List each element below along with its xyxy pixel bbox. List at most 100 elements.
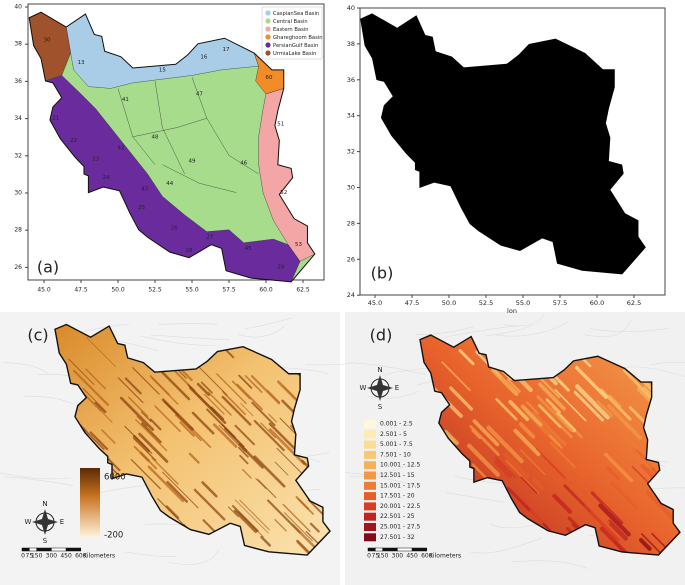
scale-segment xyxy=(65,547,82,552)
basin-number: 25 xyxy=(138,205,145,211)
x-tick-label: 55.0 xyxy=(516,299,530,307)
ridge xyxy=(238,374,253,389)
legend-entry: CaspianSea Basin xyxy=(273,11,319,17)
zone-band xyxy=(491,368,519,396)
ridge xyxy=(128,396,149,418)
ridge xyxy=(206,408,236,439)
zone-band xyxy=(608,394,622,408)
basin-number: 44 xyxy=(166,181,173,187)
zone-band xyxy=(494,456,517,479)
scale-label: 150 xyxy=(377,553,389,560)
zone-band xyxy=(506,378,521,393)
terrain-bg xyxy=(280,367,329,376)
ridge xyxy=(238,446,249,458)
legend-dot xyxy=(265,26,271,32)
ridge xyxy=(140,411,152,423)
ridge xyxy=(191,411,215,435)
ridge xyxy=(221,390,247,416)
ridge xyxy=(212,423,238,448)
compass-letter: W xyxy=(25,518,32,526)
terrain-bg xyxy=(445,492,505,503)
basin-number: 41 xyxy=(122,97,129,103)
colorbar-max: 6000 xyxy=(104,473,126,483)
y-tick-label: 40 xyxy=(14,4,22,11)
compass-star xyxy=(32,509,58,535)
x-tick-label: 62.5 xyxy=(296,287,310,294)
basin-number: 46 xyxy=(240,160,247,166)
terrain-bg xyxy=(238,325,285,338)
sub-basin-line xyxy=(191,77,259,175)
panel-label: (a) xyxy=(37,258,59,277)
terrain-bg xyxy=(485,324,532,337)
terrain-bg xyxy=(349,462,416,478)
zone-band xyxy=(503,452,530,479)
terrain-bg xyxy=(368,390,420,399)
zone-band xyxy=(441,361,471,392)
x-tick-label: 57.5 xyxy=(553,299,567,307)
ridge xyxy=(147,465,185,503)
compass-letter: E xyxy=(60,518,64,526)
basin-number: 24 xyxy=(103,175,110,181)
ridge xyxy=(138,432,169,463)
terrain-bg xyxy=(345,472,421,487)
basin-number: 53 xyxy=(295,242,302,248)
legend-entry: Central Basin xyxy=(273,19,308,25)
legend-dot xyxy=(265,42,271,48)
basin-number: 45 xyxy=(245,246,252,252)
legend-entry: 15.001 - 17.5 xyxy=(380,482,421,489)
ridge xyxy=(162,471,199,509)
colorbar xyxy=(80,468,100,538)
x-tick-label: 55.0 xyxy=(185,287,199,294)
colorbar-min: -200 xyxy=(104,531,123,541)
ridge xyxy=(282,503,311,533)
ridge xyxy=(89,431,109,451)
legend-swatch xyxy=(364,471,376,480)
zone-band xyxy=(469,425,500,456)
ridge xyxy=(268,428,306,466)
ridge xyxy=(283,512,313,542)
zone-band xyxy=(494,459,513,479)
y-tick-label: 32 xyxy=(14,152,22,159)
y-tick-label: 30 xyxy=(347,184,355,192)
y-tick-label: 30 xyxy=(14,190,22,197)
zone-band xyxy=(635,448,648,461)
legend-box xyxy=(261,6,323,60)
basin-number: 30 xyxy=(43,38,50,44)
ridge xyxy=(193,488,226,521)
zone-band xyxy=(495,397,518,421)
zone-band xyxy=(604,452,634,483)
ridge xyxy=(175,414,202,442)
scale-unit: Kilometers xyxy=(429,553,461,560)
basin-number: 22 xyxy=(70,138,77,144)
ridge xyxy=(179,421,195,437)
scale-segment xyxy=(36,547,52,552)
legend-entry: 22.501 - 25 xyxy=(380,513,415,520)
basin-number: 21 xyxy=(52,116,59,122)
y-tick-label: 34 xyxy=(347,112,355,120)
legend-swatch xyxy=(364,512,376,521)
ridge xyxy=(130,459,161,490)
terrain-bg xyxy=(503,314,544,327)
ridge xyxy=(296,540,328,556)
legend-entry: 25.001 - 27.5 xyxy=(380,524,421,531)
zone-band xyxy=(505,460,539,494)
basin-number: 60 xyxy=(265,75,272,81)
ridge xyxy=(221,395,252,426)
ridge xyxy=(234,499,269,534)
elevation-fill xyxy=(55,324,331,556)
ridge xyxy=(198,366,228,396)
zone-band xyxy=(555,411,577,433)
y-tick-label: 36 xyxy=(347,76,355,84)
ridge xyxy=(161,398,194,431)
ridge xyxy=(251,401,276,427)
legend-entry: Ghareghoom Basin xyxy=(273,35,323,41)
iran-outline xyxy=(420,335,680,555)
legend-dot xyxy=(265,50,271,56)
ridge xyxy=(82,387,107,413)
ridge xyxy=(99,409,113,423)
zone-band xyxy=(575,384,610,420)
terrain-bg xyxy=(495,322,569,337)
ridge xyxy=(124,377,142,395)
ridge xyxy=(94,401,106,414)
ridge xyxy=(309,522,320,533)
